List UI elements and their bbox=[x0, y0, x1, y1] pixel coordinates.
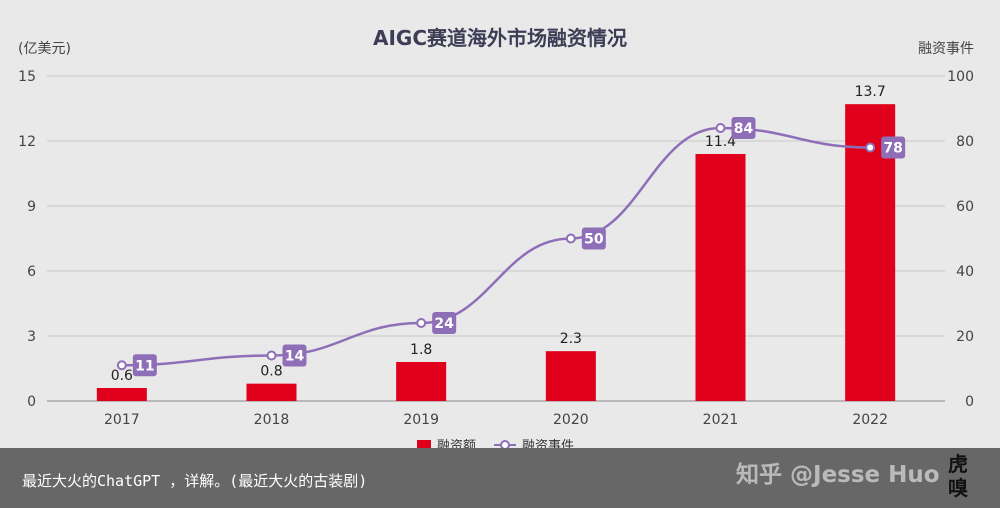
line-path bbox=[121, 126, 871, 367]
line-point bbox=[266, 350, 277, 361]
right-tick-label: 0 bbox=[965, 394, 974, 410]
legend-line-label: 融资事件 bbox=[522, 439, 574, 448]
caption-bar bbox=[0, 448, 1000, 508]
x-tick-label: 2019 bbox=[403, 412, 439, 428]
left-tick-label: 15 bbox=[18, 69, 36, 85]
left-tick-label: 6 bbox=[27, 264, 36, 280]
left-tick-label: 3 bbox=[27, 329, 36, 345]
x-tick-label: 2020 bbox=[553, 412, 589, 428]
bar bbox=[545, 351, 596, 401]
bar bbox=[246, 383, 297, 401]
line-value-label: 84 bbox=[734, 121, 754, 137]
legend-bar-swatch bbox=[417, 440, 431, 448]
bar-value-label: 13.7 bbox=[855, 84, 886, 100]
left-tick-label: 9 bbox=[27, 199, 36, 215]
line-value-badge bbox=[881, 136, 906, 159]
line-series: 11 14 24 50 84 78 bbox=[116, 117, 906, 377]
right-tick-label: 40 bbox=[956, 264, 974, 280]
line-value-badge bbox=[731, 117, 756, 139]
line-point bbox=[565, 233, 576, 244]
x-tick-label: 2018 bbox=[254, 412, 290, 428]
bar-value-label: 0.6 bbox=[111, 368, 133, 384]
caption-text: 最近大火的ChatGPT ，详解。(最近大火的古装剧) bbox=[22, 472, 368, 490]
line-value-label: 50 bbox=[584, 232, 604, 248]
right-tick-label: 60 bbox=[956, 199, 974, 215]
grid-lines bbox=[47, 75, 945, 402]
axis-labels: 0 3 6 9 12 15 0 20 40 60 80 100 2017 2018 2019 2020 2021… bbox=[18, 69, 974, 428]
line-value-label: 11 bbox=[135, 358, 154, 374]
legend: 融资额 融资事件 bbox=[417, 439, 574, 448]
line-value-label: 14 bbox=[285, 349, 305, 365]
line-point bbox=[116, 360, 127, 371]
bar bbox=[396, 362, 447, 401]
left-tick-label: 12 bbox=[18, 134, 36, 150]
line-value-label: 78 bbox=[883, 141, 902, 157]
x-tick-label: 2017 bbox=[104, 412, 140, 428]
line-value-label: 24 bbox=[434, 316, 454, 332]
left-tick-label: 0 bbox=[27, 394, 36, 410]
right-tick-label: 20 bbox=[956, 329, 974, 345]
bar bbox=[695, 154, 746, 401]
left-axis-unit: (亿美元) bbox=[18, 41, 71, 57]
line-point bbox=[715, 123, 726, 133]
bar-value-label: 1.8 bbox=[410, 342, 432, 358]
logo-mark: 虎嗅 bbox=[948, 452, 968, 500]
chart-background bbox=[0, 0, 1000, 448]
x-tick-label: 2022 bbox=[852, 412, 888, 428]
line-value-badge bbox=[132, 354, 157, 377]
legend-line-marker bbox=[500, 440, 510, 448]
line-value-badge bbox=[432, 312, 457, 334]
line-point bbox=[416, 318, 427, 328]
right-tick-label: 100 bbox=[947, 69, 974, 85]
x-tick-label: 2021 bbox=[703, 412, 739, 428]
chart: AIGC赛道海外市场融资情况 (亿美元) 融资事件 0 3 6 9 12 15 0 20 40 6… bbox=[0, 0, 1000, 448]
right-tick-label: 80 bbox=[956, 134, 974, 150]
right-axis-unit: 融资事件 bbox=[918, 41, 974, 57]
bar-value-label: 2.3 bbox=[560, 331, 582, 347]
line-value-badge bbox=[282, 344, 307, 367]
watermark: 知乎 @Jesse Huo bbox=[736, 462, 940, 488]
bar-value-label: 11.4 bbox=[705, 134, 736, 150]
bar bbox=[96, 388, 147, 401]
chart-title: AIGC赛道海外市场融资情况 bbox=[373, 26, 627, 50]
legend-bar-label: 融资额 bbox=[437, 439, 476, 448]
line-value-badge bbox=[581, 227, 606, 250]
line-point bbox=[865, 142, 876, 153]
bar-value-label: 0.8 bbox=[260, 364, 282, 380]
